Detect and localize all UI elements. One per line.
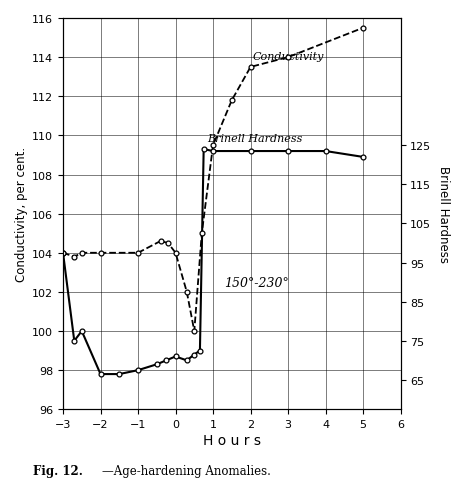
Text: Fig. 12.: Fig. 12.	[33, 464, 82, 477]
Text: Conductivity: Conductivity	[252, 52, 324, 62]
Y-axis label: Brinell Hardness: Brinell Hardness	[437, 166, 450, 263]
Text: —Age-hardening Anomalies.: —Age-hardening Anomalies.	[102, 464, 271, 477]
Y-axis label: Conductivity, per cent.: Conductivity, per cent.	[15, 147, 28, 282]
Text: Brinell Hardness: Brinell Hardness	[207, 134, 303, 144]
X-axis label: H o u r s: H o u r s	[203, 433, 261, 447]
Text: 150°-230°: 150°-230°	[224, 276, 289, 289]
